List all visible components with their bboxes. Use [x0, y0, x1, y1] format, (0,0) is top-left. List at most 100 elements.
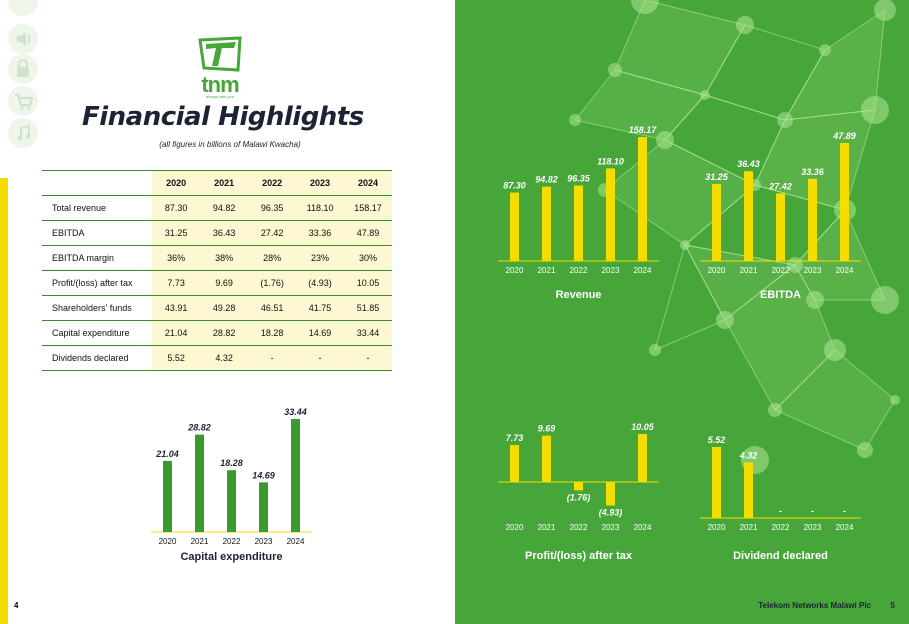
table-row: Profit/(loss) after tax 7.73 9.69 (1.76) (4.…: [42, 270, 392, 296]
chart-bar: [291, 419, 300, 532]
chart-bar: [606, 168, 615, 261]
chart-tick-label: 2024: [836, 523, 854, 532]
chart-title: Dividend declared: [733, 550, 828, 562]
chart-bar: [606, 482, 615, 506]
network-node: [608, 63, 622, 77]
chart-tick-label: 2024: [836, 266, 854, 275]
network-node: [656, 131, 674, 149]
chart-bar: [259, 482, 268, 532]
page-number-right: 5: [890, 601, 895, 610]
logo-wordmark: tnm: [201, 72, 239, 97]
chart-data-label: (4.93): [599, 508, 623, 518]
chart-bar: [808, 178, 817, 261]
row-label: Shareholders’ funds: [42, 295, 153, 321]
chart-data-label: 87.30: [503, 181, 526, 191]
chart-tick-label: 2023: [602, 523, 620, 532]
network-node: [680, 240, 690, 250]
network-node: [857, 442, 873, 458]
chart-tick-label: 2020: [159, 537, 177, 546]
chart-data-label: 7.73: [506, 433, 524, 443]
table-cell: 4.32: [200, 345, 249, 371]
chart-data-label: 18.28: [220, 458, 243, 468]
row-label: EBITDA: [42, 220, 153, 246]
table-cell: 30%: [344, 245, 392, 271]
chart-data-label: 33.36: [801, 167, 825, 177]
table-row: Dividends declared 5.52 4.32- - -: [42, 345, 392, 371]
row-label: Dividends declared: [42, 345, 153, 371]
table-cell: 49.28: [200, 295, 249, 321]
table-cell: (1.76): [248, 270, 297, 296]
page-title: Financial Highlights: [82, 102, 364, 132]
dividend-chart: 5.52 2020 4.32 2021 - 2022 - 2023 - 2024 Dividend …: [700, 435, 861, 562]
table-cell: -: [248, 345, 297, 371]
chart-data-label: 21.04: [155, 449, 179, 459]
network-node: [569, 114, 581, 126]
capex-chart: 21.04 2020 28.82 2021 18.28 2022 14.69 2023 33.4…: [151, 407, 312, 563]
network-node: [700, 90, 710, 100]
chart-data-label: -: [779, 506, 782, 516]
table-cell: 94.82: [200, 195, 249, 221]
table-cell: 36%: [152, 245, 201, 271]
table-cell: 23%: [296, 245, 345, 271]
chart-bar: [638, 434, 647, 482]
page-subtitle: (all figures in billions of Malawi Kwach…: [159, 140, 301, 149]
table-cell: 33.44: [344, 320, 392, 346]
row-label: Capital expenditure: [42, 320, 153, 346]
chart-title: Revenue: [556, 289, 602, 301]
chart-title: Capital expenditure: [180, 551, 282, 563]
table-cell: 118.10: [296, 195, 345, 221]
network-node: [631, 0, 659, 14]
network-node: [716, 311, 734, 329]
chart-tick-label: 2021: [538, 523, 556, 532]
chart-bar: [712, 447, 721, 518]
table-cell: 10.05: [344, 270, 392, 296]
chart-tick-label: 2023: [255, 537, 273, 546]
table-cell: 33.36: [296, 220, 345, 246]
yellow-accent-strip: [0, 178, 8, 624]
chart-tick-label: 2020: [708, 266, 726, 275]
network-node: [768, 403, 782, 417]
table-cell: 27.42: [248, 220, 297, 246]
header-blank-cell: [42, 170, 153, 196]
year-header: 2024: [344, 170, 392, 196]
network-node: [649, 344, 661, 356]
table-cell: 7.73: [152, 270, 201, 296]
ebitda-chart: 31.25 2020 36.43 2021 27.42 2022 33.36 2023 47.8…: [700, 131, 861, 301]
chart-bar: [163, 460, 172, 532]
table-row: EBITDA margin 36% 38% 28% 23% 30%: [42, 245, 392, 271]
chart-tick-label: 2022: [570, 523, 588, 532]
chart-bar: [744, 171, 753, 261]
chart-data-label: 96.35: [567, 173, 591, 183]
year-header: 2020: [152, 170, 201, 196]
chart-data-label: 5.52: [708, 435, 726, 445]
profit-after-tax-chart: 7.73 2020 9.69 2021 (1.76) 2022 (4.93) 2023 10.0…: [498, 422, 659, 562]
chart-bar: [195, 434, 204, 532]
chart-data-label: 9.69: [538, 424, 556, 434]
table-cell: 158.17: [344, 195, 392, 221]
chart-data-label: 28.82: [187, 423, 211, 433]
company-footer: Telekom Networks Malawi Plc: [758, 601, 871, 610]
chart-data-label: 14.69: [252, 470, 275, 480]
network-node: [890, 395, 900, 405]
table-cell: 28.82: [200, 320, 249, 346]
chart-tick-label: 2023: [804, 266, 822, 275]
chart-title: EBITDA: [760, 289, 801, 301]
chart-data-label: 10.05: [631, 422, 655, 432]
network-facet: [654, 243, 726, 351]
table-cell: 21.04: [152, 320, 201, 346]
table-cell: 14.69: [296, 320, 345, 346]
financial-table: 2020 2021 2022 2023 2024 Total revenue 87.30 94…: [42, 170, 392, 371]
chart-tick-label: 2020: [506, 523, 524, 532]
page-number-left: 4: [14, 601, 19, 610]
table-cell: 9.69: [200, 270, 249, 296]
chart-tick-label: 2022: [570, 266, 588, 275]
lock-icon: [8, 54, 38, 84]
chart-data-label: 47.89: [832, 131, 856, 141]
table-row: EBITDA 31.25 36.43 27.42 33.36 47.89: [42, 220, 392, 246]
chart-bar: [542, 435, 551, 482]
table-cell: 43.91: [152, 295, 201, 321]
table-cell: (4.93): [296, 270, 345, 296]
chart-tick-label: 2022: [772, 523, 790, 532]
music-note-icon: [8, 118, 38, 148]
chart-bar: [638, 137, 647, 261]
